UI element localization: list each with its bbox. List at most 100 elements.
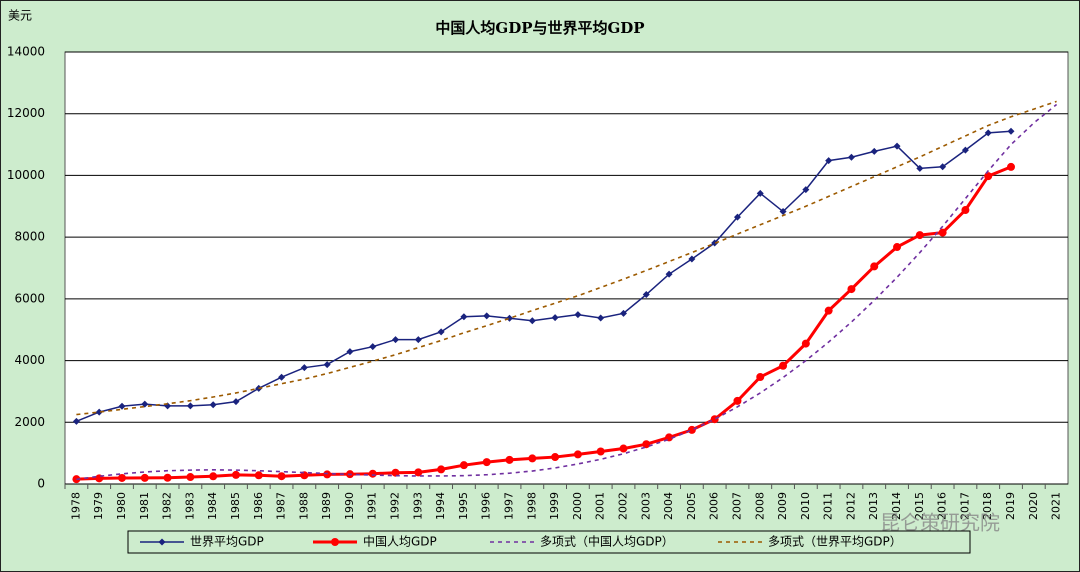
data-point	[277, 472, 286, 481]
data-point	[916, 164, 924, 172]
data-point	[437, 465, 446, 474]
x-tick-label: 2007	[730, 492, 743, 520]
data-point	[323, 470, 332, 479]
data-point	[460, 313, 468, 321]
data-point	[938, 228, 947, 237]
data-point	[801, 339, 810, 348]
trend-line	[76, 100, 1057, 416]
data-point	[870, 262, 879, 271]
x-tick-label: 1985	[229, 492, 242, 520]
x-tick-label: 2006	[708, 492, 721, 520]
chart-title: 中国人均GDP与世界平均GDP	[435, 19, 644, 37]
x-tick-label: 2014	[890, 492, 903, 520]
data-point	[733, 213, 741, 221]
x-tick-label: 1993	[411, 492, 424, 520]
data-point	[118, 402, 126, 410]
data-point	[528, 454, 537, 463]
data-point	[802, 186, 810, 194]
x-tick-label: 2008	[753, 492, 766, 520]
data-point	[300, 364, 308, 372]
data-point	[232, 398, 240, 406]
data-point	[984, 129, 992, 137]
y-axis-label: 美元	[8, 9, 32, 23]
legend-label: 中国人均GDP	[363, 534, 437, 549]
x-tick-label: 2012	[844, 492, 857, 520]
data-point	[551, 453, 560, 462]
data-point	[893, 243, 902, 252]
data-point	[459, 461, 468, 470]
y-tick-label: 8000	[14, 230, 45, 244]
x-tick-label: 2004	[662, 492, 675, 520]
data-point	[939, 163, 947, 171]
data-point	[506, 314, 514, 322]
data-point	[95, 408, 103, 416]
x-tick-label: 2016	[936, 492, 949, 520]
data-point	[619, 309, 627, 317]
trend-line	[76, 103, 1058, 481]
x-tick-label: 2011	[822, 492, 835, 520]
data-point	[346, 348, 354, 356]
y-tick-label: 0	[37, 477, 45, 491]
data-point	[72, 417, 80, 425]
data-point	[961, 206, 970, 215]
x-tick-label: 1996	[480, 492, 493, 520]
x-tick-label: 2021	[1050, 492, 1063, 520]
legend-marker	[158, 538, 166, 546]
data-point	[642, 440, 651, 449]
data-point	[687, 425, 696, 434]
y-tick-label: 10000	[7, 168, 45, 182]
data-point	[141, 400, 149, 408]
y-tick-label: 6000	[14, 291, 45, 305]
data-point	[825, 157, 833, 165]
x-tick-label: 1995	[457, 492, 470, 520]
x-tick-label: 1990	[343, 492, 356, 520]
x-tick-label: 1980	[115, 492, 128, 520]
data-point	[369, 343, 377, 351]
data-point	[711, 239, 719, 247]
x-tick-label: 1994	[434, 492, 447, 520]
data-point	[893, 142, 901, 150]
x-tick-label: 2002	[616, 492, 629, 520]
data-point	[254, 471, 263, 480]
x-tick-label: 2010	[799, 492, 812, 520]
legend-label: 多项式（中国人均GDP）	[540, 534, 674, 549]
x-tick-label: 1989	[320, 492, 333, 520]
x-tick-label: 1987	[275, 492, 288, 520]
data-point	[597, 314, 605, 322]
y-tick-label: 12000	[7, 106, 45, 120]
data-point	[596, 447, 605, 456]
data-point	[1007, 127, 1015, 135]
y-tick-label: 4000	[14, 353, 45, 367]
x-tick-label: 1986	[252, 492, 265, 520]
x-tick-label: 2015	[913, 492, 926, 520]
data-point	[756, 372, 765, 381]
x-tick-label: 2018	[981, 492, 994, 520]
data-point	[186, 402, 194, 410]
x-tick-label: 2003	[639, 492, 652, 520]
data-point	[847, 285, 856, 294]
data-point	[209, 401, 217, 409]
data-point	[915, 231, 924, 240]
plot-area	[64, 51, 1069, 485]
legend-label: 世界平均GDP	[190, 535, 264, 549]
data-point	[323, 361, 331, 369]
data-point	[665, 270, 673, 278]
data-point	[688, 255, 696, 263]
data-point	[414, 336, 422, 344]
legend-marker	[331, 538, 339, 546]
x-tick-label: 1982	[161, 492, 174, 520]
x-tick-label: 2005	[685, 492, 698, 520]
data-point	[528, 317, 536, 325]
data-line	[76, 130, 1012, 423]
data-point	[573, 450, 582, 459]
data-point	[961, 146, 969, 154]
x-tick-label: 1997	[503, 492, 516, 520]
data-point	[482, 458, 491, 467]
data-point	[414, 468, 423, 477]
data-point	[779, 208, 787, 216]
x-tick-label: 2001	[594, 492, 607, 520]
data-point	[483, 312, 491, 320]
data-point	[505, 455, 514, 464]
data-point	[847, 153, 855, 161]
